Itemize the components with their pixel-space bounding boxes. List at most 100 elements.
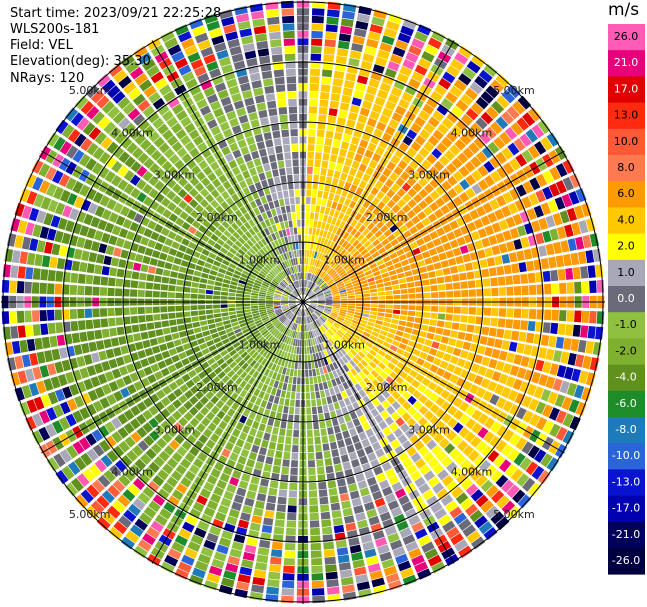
velocity-gate [284, 310, 291, 315]
velocity-gate [409, 354, 418, 363]
velocity-gate [462, 445, 474, 457]
velocity-gate [231, 469, 242, 479]
velocity-gate [281, 295, 289, 299]
velocity-gate [540, 136, 553, 151]
velocity-gate [291, 212, 297, 220]
velocity-gate [353, 90, 364, 99]
velocity-gate [357, 340, 365, 348]
velocity-gate [587, 326, 596, 339]
velocity-gate [262, 280, 270, 286]
velocity-gate [205, 401, 215, 411]
velocity-gate [384, 416, 394, 426]
velocity-gate [69, 208, 80, 221]
velocity-gate [318, 299, 325, 301]
velocity-gate [330, 185, 337, 194]
velocity-gate [220, 296, 228, 300]
velocity-gate [372, 490, 383, 501]
velocity-gate [71, 332, 81, 344]
velocity-gate [495, 232, 505, 244]
velocity-gate [330, 345, 337, 353]
velocity-gate [555, 336, 565, 349]
velocity-gate [227, 38, 240, 49]
velocity-gate [177, 405, 188, 416]
velocity-gate [54, 309, 62, 321]
velocity-gate [294, 281, 298, 288]
velocity-gate [415, 286, 423, 293]
velocity-gate [108, 277, 116, 287]
velocity-gate [253, 265, 261, 272]
velocity-gate [357, 75, 369, 85]
range-ring-label: 1.00km [239, 338, 281, 351]
velocity-gate [329, 269, 336, 276]
velocity-gate [348, 57, 360, 67]
colorbar-swatch [608, 469, 645, 496]
velocity-gate [169, 278, 177, 285]
velocity-gate [282, 279, 289, 286]
velocity-gate [137, 289, 145, 297]
velocity-gate [76, 473, 90, 487]
velocity-gate [338, 238, 346, 246]
velocity-gate [280, 474, 289, 482]
velocity-gate [127, 483, 141, 496]
velocity-gate [115, 378, 126, 389]
velocity-gate [422, 286, 431, 292]
velocity-gate [210, 199, 220, 209]
velocity-gate [246, 319, 255, 325]
velocity-gate [127, 108, 141, 121]
velocity-gate [318, 114, 327, 123]
velocity-gate [72, 222, 82, 235]
velocity-gate [401, 380, 410, 390]
velocity-gate [346, 362, 353, 370]
velocity-gate [446, 430, 457, 442]
velocity-gate [267, 289, 275, 294]
velocity-gate [524, 369, 534, 382]
velocity-gate [241, 473, 251, 483]
velocity-gate [364, 328, 372, 334]
velocity-gate [340, 272, 348, 279]
velocity-gate [211, 518, 224, 529]
velocity-gate [246, 490, 257, 500]
velocity-gate [174, 234, 184, 243]
velocity-gate [234, 588, 248, 599]
velocity-gate [190, 305, 198, 311]
velocity-gate [505, 376, 516, 388]
velocity-gate [288, 251, 293, 259]
velocity-gate [244, 221, 252, 230]
velocity-gate [342, 277, 350, 283]
velocity-gate [290, 283, 295, 290]
velocity-gate [413, 323, 422, 330]
velocity-gate [235, 266, 244, 273]
velocity-gate [271, 363, 277, 371]
velocity-gate [309, 83, 319, 92]
velocity-gate [327, 115, 337, 124]
velocity-gate [326, 348, 332, 356]
velocity-gate [113, 202, 124, 214]
velocity-gate [210, 161, 220, 171]
velocity-gate [351, 279, 360, 285]
velocity-gate [194, 32, 209, 44]
velocity-gate [269, 251, 276, 259]
velocity-gate [298, 354, 302, 362]
velocity-gate [453, 409, 464, 421]
velocity-gate [191, 428, 202, 439]
velocity-gate [174, 159, 185, 170]
velocity-gate [440, 97, 454, 110]
velocity-gate [32, 268, 41, 280]
velocity-gate [160, 30, 175, 43]
velocity-gate [398, 320, 407, 326]
velocity-gate [573, 384, 585, 399]
velocity-gate [505, 216, 516, 228]
velocity-gate [376, 404, 385, 414]
velocity-gate [250, 303, 258, 306]
velocity-gate [60, 189, 71, 203]
velocity-gate [292, 291, 298, 297]
velocity-gate [489, 198, 500, 210]
velocity-gate [267, 579, 280, 588]
velocity-gate [200, 272, 209, 279]
velocity-gate [155, 204, 166, 215]
velocity-gate [101, 383, 112, 395]
velocity-gate [308, 460, 316, 468]
velocity-gate [109, 267, 118, 277]
velocity-gate [276, 311, 283, 316]
velocity-gate [190, 209, 200, 219]
